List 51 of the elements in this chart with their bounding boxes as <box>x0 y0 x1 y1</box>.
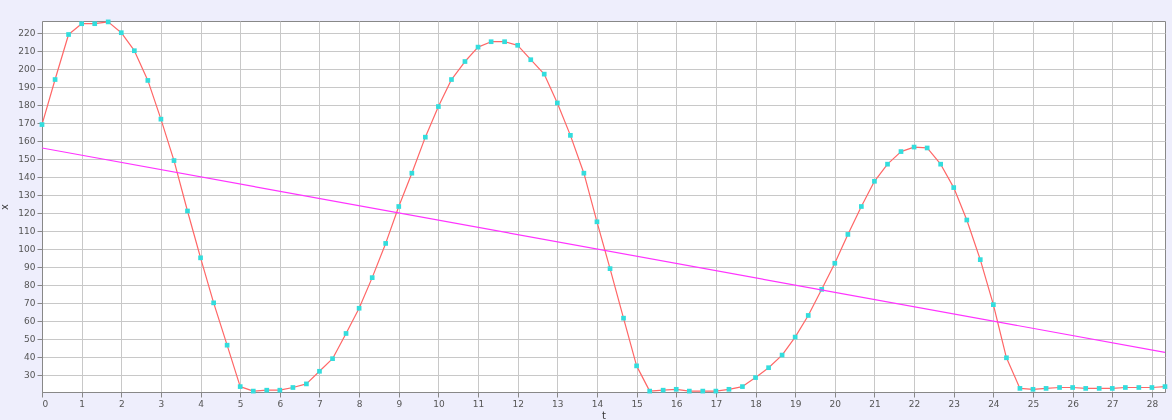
x-tick-label: 4 <box>198 398 205 409</box>
y-tick-label: 140 <box>18 172 36 183</box>
x-tick-label: 7 <box>317 398 323 409</box>
x-tick-label: 8 <box>356 398 363 409</box>
x-tick-label: 3 <box>158 398 165 409</box>
y-tick-label: 200 <box>18 64 36 75</box>
x-tick-label: 24 <box>988 398 1000 409</box>
x-tick-label: 19 <box>789 398 802 409</box>
y-tick-label: 40 <box>24 352 36 363</box>
y-tick-label: 190 <box>18 82 36 93</box>
y-tick-label: 210 <box>18 46 36 57</box>
y-tick-label: 120 <box>18 208 36 219</box>
y-tick-label: 70 <box>24 298 36 309</box>
y-tick-label: 170 <box>18 118 36 129</box>
x-tick-label: 25 <box>1027 398 1040 409</box>
x-tick-label: 28 <box>1146 398 1159 409</box>
x-tick-label: 15 <box>631 398 643 409</box>
x-tick-label: 26 <box>1067 398 1080 409</box>
x-tick-label: 2 <box>118 398 125 409</box>
y-tick-label: 110 <box>18 226 36 237</box>
y-tick-label: 130 <box>18 190 36 201</box>
x-tick-label: 20 <box>829 398 842 409</box>
y-tick-label: 90 <box>24 262 36 273</box>
x-tick-label: 21 <box>869 398 881 409</box>
y-tick-label: 80 <box>24 280 36 291</box>
x-axis-title: t <box>602 409 607 420</box>
y-tick-label: 60 <box>24 316 36 327</box>
x-tick-label: 27 <box>1107 398 1119 409</box>
x-tick-label: 11 <box>472 398 485 409</box>
x-tick-label: 14 <box>591 398 604 409</box>
y-axis-title: x <box>0 203 11 210</box>
x-tick-label: 6 <box>277 398 284 409</box>
y-tick-label: 220 <box>18 28 36 39</box>
y-tick-label: 30 <box>24 370 36 381</box>
x-tick-label: 17 <box>710 398 723 409</box>
y-tick-label: 150 <box>18 154 36 165</box>
x-tick-label: 9 <box>396 398 403 409</box>
x-tick-label: 12 <box>512 398 524 409</box>
x-tick-label: 10 <box>433 398 445 409</box>
x-tick-label: 5 <box>237 398 244 409</box>
y-tick-label: 50 <box>24 334 36 345</box>
x-tick-label: 23 <box>948 398 960 409</box>
x-tick-label: 18 <box>750 398 763 409</box>
x-tick-label: 16 <box>671 398 683 409</box>
y-tick-label: 180 <box>18 100 36 111</box>
x-tick-label: 1 <box>79 398 86 409</box>
y-tick-label: 160 <box>18 136 36 147</box>
y-tick-label: 100 <box>18 244 36 255</box>
x-tick-label: 22 <box>908 398 921 409</box>
x-tick-label: 0 <box>42 398 49 409</box>
x-tick-label: 13 <box>552 398 564 409</box>
